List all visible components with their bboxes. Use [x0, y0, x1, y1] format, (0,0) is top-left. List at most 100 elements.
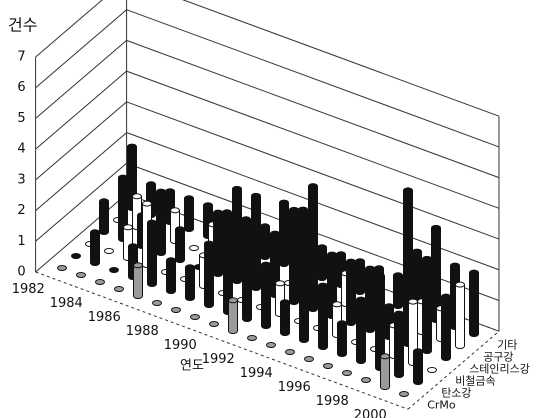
bar [146, 219, 157, 287]
bar [103, 248, 115, 254]
bar [374, 272, 385, 371]
bar [322, 363, 334, 369]
bar [279, 299, 290, 336]
bar [454, 281, 465, 349]
grid-line [35, 193, 127, 273]
floor-edge [407, 330, 500, 410]
bar [208, 321, 220, 327]
bar [278, 199, 289, 267]
bar [265, 342, 277, 348]
bar [345, 258, 356, 326]
bar [184, 264, 195, 301]
bar [316, 244, 327, 281]
legend-label: CrMo [427, 399, 456, 412]
bar [165, 257, 176, 294]
bar [170, 307, 182, 313]
bar [70, 253, 82, 259]
bar [174, 226, 185, 263]
grid-line [126, 9, 500, 148]
bar [440, 293, 451, 361]
bar [231, 185, 242, 284]
legend-label: 기타 [497, 339, 517, 352]
grid-line [35, 9, 127, 89]
bar [341, 370, 353, 376]
legend-label: 탄소강 [441, 387, 471, 400]
bar [298, 244, 309, 343]
bar [354, 258, 365, 295]
bar [94, 279, 106, 285]
bar [203, 240, 214, 308]
grid-line [126, 39, 500, 179]
bar [284, 349, 296, 355]
bar [336, 320, 347, 357]
bar [189, 314, 201, 320]
x-tick-label: 1996 [278, 380, 311, 395]
bar [188, 245, 200, 251]
bar [392, 272, 403, 309]
bar [113, 286, 125, 292]
y-tick-label: 1 [17, 234, 25, 249]
x-tick-label: 1992 [202, 352, 235, 367]
x-tick-label: 1982 [12, 282, 45, 297]
x-axis-title: 연도 [180, 359, 204, 374]
y-axis-title: 건수 [8, 16, 37, 35]
bar [155, 188, 166, 256]
grid-line [182, 0, 500, 117]
bar [355, 296, 366, 364]
bar [303, 356, 315, 362]
grid-line [35, 162, 127, 242]
y-tick-label: 2 [17, 203, 25, 218]
bar [317, 282, 328, 350]
x-tick-label: 1990 [164, 338, 197, 353]
x-tick-label: 1986 [88, 310, 121, 325]
x-tick-label: 1994 [240, 366, 273, 381]
y-tick-label: 5 [17, 111, 25, 126]
bar [288, 206, 299, 305]
bar [307, 183, 318, 312]
bar [222, 216, 233, 315]
bar [108, 267, 120, 273]
y-tick-label: 6 [17, 80, 25, 95]
bar [212, 209, 223, 277]
legend-label: 비철금속 [455, 375, 495, 388]
bar [260, 261, 271, 329]
legend-label: 공구강 [483, 351, 513, 364]
bar [98, 198, 109, 235]
x-tick-label: 1988 [126, 324, 159, 339]
y-tick-label: 7 [17, 50, 25, 65]
bar [183, 195, 194, 232]
bar [250, 192, 261, 291]
y-tick-label: 4 [17, 142, 25, 157]
bar [430, 224, 441, 323]
bar [75, 272, 87, 278]
grid-line [126, 70, 500, 209]
x-tick-label: 2000 [354, 408, 387, 418]
grid-line [35, 132, 127, 211]
bar [360, 377, 372, 383]
bar [132, 262, 143, 299]
bar [426, 367, 438, 373]
x-tick-label: 1998 [316, 394, 349, 409]
bar [227, 297, 238, 334]
grid-line [35, 40, 127, 119]
bar [56, 265, 68, 271]
legend-label: 스테인리스강 [469, 363, 530, 376]
bar [259, 223, 270, 260]
grid-line [35, 101, 127, 181]
grid-line [35, 70, 127, 150]
y-tick-label: 3 [17, 172, 25, 187]
y-tick-label: 0 [17, 265, 25, 280]
bar [412, 348, 423, 385]
bar [246, 335, 258, 341]
bar [468, 269, 479, 337]
bar [393, 310, 404, 378]
bar [364, 265, 375, 333]
bar [241, 223, 252, 322]
bar [421, 255, 432, 354]
floor-edge [35, 271, 409, 410]
bar [398, 391, 410, 397]
x-tick-label: 1984 [50, 296, 83, 311]
grid-line [35, 0, 103, 58]
bar [379, 353, 390, 390]
